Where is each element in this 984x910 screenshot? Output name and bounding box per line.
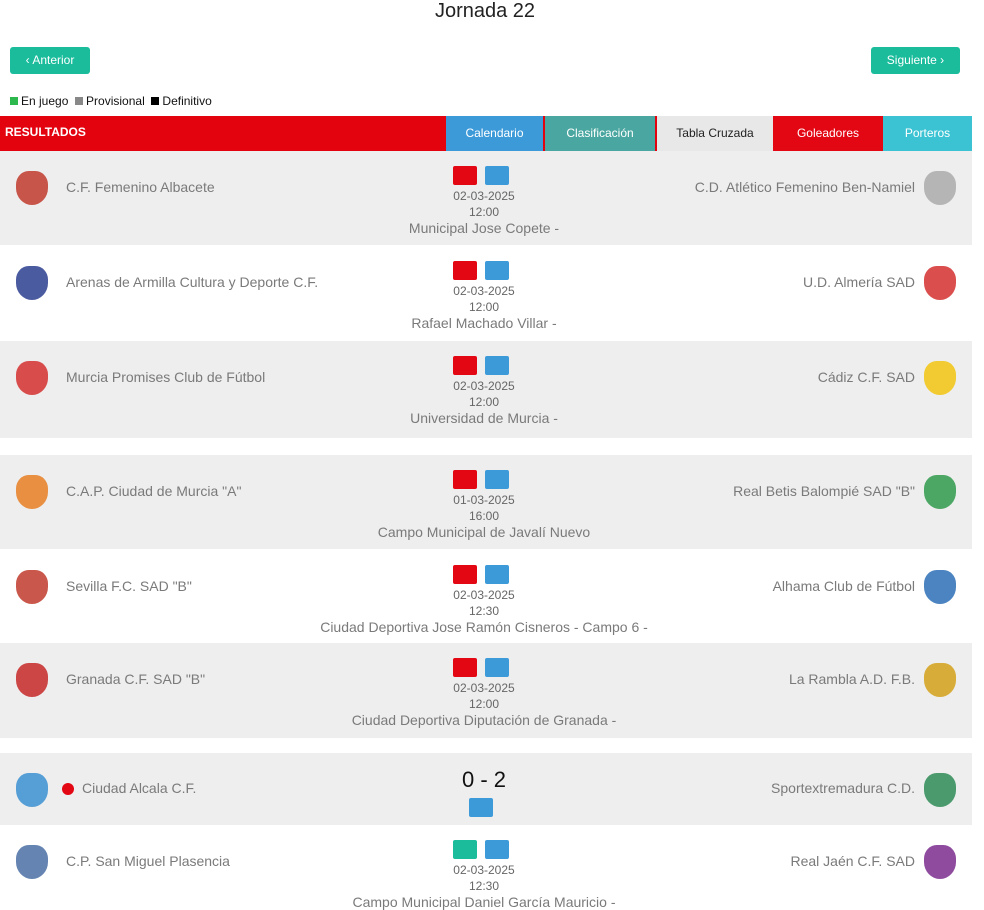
tab[interactable]: Calendario [446,116,543,151]
away-logo [924,475,956,509]
match-date: 01-03-2025 [453,493,515,507]
match-time: 12:00 [468,697,500,711]
away-logo [924,845,956,879]
title: Jornada 22 [434,0,536,22]
status-icon [62,783,74,795]
legend: En juego Provisional Definitivo [10,94,212,108]
match-time: 12:30 [468,604,500,618]
stats-button[interactable] [485,470,509,489]
venue: Municipal Jose Copete - [408,220,560,236]
venue: Campo Municipal Daniel García Mauricio - [352,894,616,910]
away-logo [924,663,956,697]
tab[interactable]: Porteros [883,116,972,151]
match-time: 12:00 [468,300,500,314]
view-button[interactable] [453,658,477,677]
away-name: C.D. Atlético Femenino Ben-Namiel [694,179,915,195]
home-logo [16,171,48,205]
match-time: 16:00 [468,509,500,523]
stats-button[interactable] [485,658,509,677]
tab-label: Tabla Cruzada [676,126,754,140]
match-time: 12:00 [468,395,500,409]
tab[interactable]: Tabla Cruzada [657,116,773,151]
view-button[interactable] [453,565,477,584]
stats-button[interactable] [485,166,509,185]
tab[interactable]: Goleadores [773,116,883,151]
stats-button[interactable] [485,261,509,280]
tab-label: Calendario [465,126,524,140]
home-name: C.F. Femenino Albacete [66,179,215,195]
venue: Ciudad Deportiva Diputación de Granada - [351,712,617,728]
next-label: Siguiente [886,53,937,67]
stats-button[interactable] [485,565,509,584]
tab-label: Goleadores [796,126,860,140]
home-name: C.A.P. Ciudad de Murcia "A" [66,483,242,499]
view-button[interactable] [453,840,477,859]
view-button[interactable] [453,261,477,280]
match-row [0,825,972,906]
home-logo [16,475,48,509]
home-name: C.P. San Miguel Plasencia [66,853,230,869]
view-button[interactable] [453,166,477,185]
legend-item: Definitivo [162,94,212,108]
home-name: Arenas de Armilla Cultura y Deporte C.F. [66,274,319,290]
match-time: 12:30 [468,879,500,893]
view-button[interactable] [453,470,477,489]
away-name: Alhama Club de Fútbol [772,578,915,594]
match-date: 02-03-2025 [453,284,515,298]
prev-label: Anterior [32,53,75,67]
away-logo [924,773,956,807]
tab-label: Clasificación [566,126,634,140]
venue: Ciudad Deportiva Jose Ramón Cisneros - C… [320,619,648,635]
home-name: Murcia Promises Club de Fútbol [66,369,266,385]
next-button[interactable]: Siguiente › [871,47,960,74]
match-time: 12:00 [468,205,500,219]
stats-button[interactable] [469,798,493,817]
match-date: 02-03-2025 [453,588,515,602]
match-date: 02-03-2025 [453,863,515,877]
view-button[interactable] [453,356,477,375]
away-name: Cádiz C.F. SAD [817,369,915,385]
away-logo [924,361,956,395]
score: 0 - 2 [461,767,507,792]
match-date: 02-03-2025 [453,189,515,203]
legend-item: En juego [21,94,69,108]
venue: Rafael Machado Villar - [411,315,557,331]
stats-button[interactable] [485,356,509,375]
away-name: Real Betis Balompié SAD "B" [733,483,915,499]
home-logo [16,570,48,604]
home-name: Granada C.F. SAD "B" [66,671,206,687]
match-date: 02-03-2025 [453,379,515,393]
away-name: Real Jaén C.F. SAD [790,853,916,869]
tab[interactable]: Clasificación [545,116,655,151]
legend-item: Provisional [86,94,145,108]
home-name: Sevilla F.C. SAD "B" [66,578,192,594]
away-logo [924,570,956,604]
prev-button[interactable]: ‹ Anterior [10,47,90,74]
venue: Universidad de Murcia - [410,410,558,426]
stats-button[interactable] [485,840,509,859]
match-date: 02-03-2025 [453,681,515,695]
home-logo [16,845,48,879]
tab-label: Porteros [904,126,951,140]
section-title: RESULTADOS [5,125,86,139]
home-logo [16,663,48,697]
home-logo [16,266,48,300]
venue: Campo Municipal de Javalí Nuevo [377,524,591,540]
away-name: Sportextremadura C.D. [771,780,915,796]
away-logo [924,266,956,300]
home-name: Ciudad Alcala C.F. [82,780,197,796]
away-logo [924,171,956,205]
away-name: U.D. Almería SAD [802,274,915,290]
home-logo [16,773,48,807]
away-name: La Rambla A.D. F.B. [788,671,915,687]
home-logo [16,361,48,395]
